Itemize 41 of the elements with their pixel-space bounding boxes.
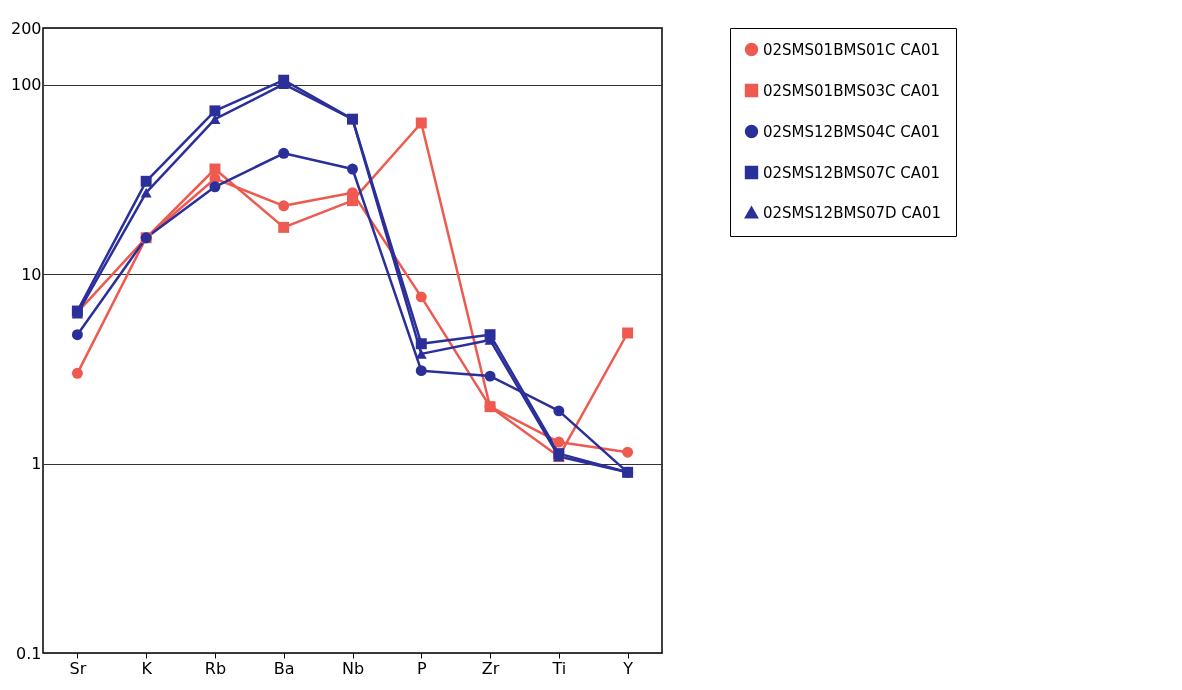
point: [140, 187, 152, 198]
x-tick-label: Rb: [204, 658, 227, 678]
point: [622, 327, 634, 339]
y-tick-label: 0.1: [16, 643, 42, 663]
y-tick-label: 10: [21, 264, 42, 284]
point: [278, 147, 290, 159]
point: [278, 200, 290, 212]
point: [553, 405, 565, 417]
y-tick-label: 1: [31, 454, 42, 474]
x-tick-label: Ba: [273, 658, 295, 678]
x-tick-label: P: [416, 658, 427, 678]
x-tick-label: Y: [622, 658, 634, 678]
point: [415, 365, 427, 377]
point: [71, 367, 83, 379]
legend-label: 02SMS01BMS03C CA01: [763, 81, 941, 100]
point: [415, 291, 427, 303]
point: [71, 329, 83, 341]
point: [415, 117, 427, 129]
legend-label: 02SMS12BMS04C CA01: [763, 122, 941, 141]
x-tick-label: K: [141, 658, 153, 678]
x-tick-label: Zr: [481, 658, 500, 678]
point: [622, 446, 634, 458]
point: [415, 338, 427, 350]
point: [209, 163, 221, 175]
point: [278, 221, 290, 233]
point: [209, 105, 221, 117]
legend-label: 02SMS12BMS07C CA01: [763, 163, 941, 182]
point: [484, 401, 496, 413]
point: [209, 181, 221, 193]
x-tick-label: Ti: [551, 658, 567, 678]
point: [347, 163, 358, 175]
y-tick-label: 200: [10, 18, 42, 38]
x-tick-label: Sr: [69, 658, 87, 678]
point: [140, 175, 152, 187]
legend-label: 02SMS12BMS07D CA01: [763, 203, 942, 222]
legend-label: 02SMS01BMS01C CA01: [763, 40, 941, 59]
y-tick-label: 100: [10, 75, 42, 95]
point: [347, 195, 358, 207]
point: [484, 370, 496, 382]
x-tick-label: Nb: [341, 658, 365, 678]
point: [553, 436, 565, 448]
